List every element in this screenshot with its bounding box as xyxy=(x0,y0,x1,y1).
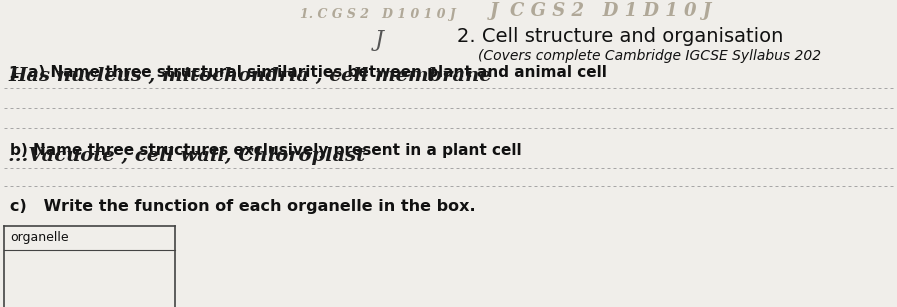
Text: 1: 1 xyxy=(8,65,19,80)
Text: J  C G S 2   D 1 D 1 0 J: J C G S 2 D 1 D 1 0 J xyxy=(490,2,712,20)
Text: ...Vacuote , cell wall, Chloroplast: ...Vacuote , cell wall, Chloroplast xyxy=(8,147,365,165)
Text: organelle: organelle xyxy=(10,231,69,243)
Text: (Covers complete Cambridge IGCSE Syllabus 202: (Covers complete Cambridge IGCSE Syllabu… xyxy=(478,49,822,63)
Text: J: J xyxy=(375,29,384,51)
Text: 1. C G S 2   D 1 0 1 0 J: 1. C G S 2 D 1 0 1 0 J xyxy=(300,8,456,21)
Text: b) Name three structures exclusively present in a plant cell: b) Name three structures exclusively pre… xyxy=(10,142,522,157)
Text: Has nucleus , mitochondria , cell membrane: Has nucleus , mitochondria , cell membra… xyxy=(8,67,492,85)
Text: c)   Write the function of each organelle in the box.: c) Write the function of each organelle … xyxy=(10,199,475,213)
Text: a) Name three structural similarities between plant and animal cell: a) Name three structural similarities be… xyxy=(28,65,607,80)
Text: 2. Cell structure and organisation: 2. Cell structure and organisation xyxy=(457,26,783,45)
